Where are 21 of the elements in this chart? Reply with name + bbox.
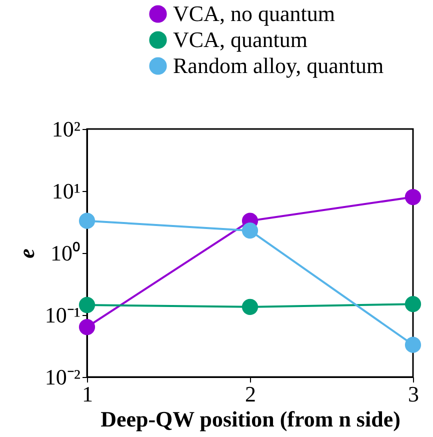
point xyxy=(404,296,422,312)
point xyxy=(78,212,96,229)
point xyxy=(404,336,422,353)
point xyxy=(404,188,422,206)
point xyxy=(242,298,258,315)
y-tick-label: 10⁰ xyxy=(50,240,80,266)
x-axis-title: Deep-QW position (from n side) xyxy=(100,406,400,432)
point xyxy=(242,222,258,239)
y-tick-label: 10⁻¹ xyxy=(44,302,80,328)
point xyxy=(78,318,96,336)
x-tick-label: 2 xyxy=(245,382,256,406)
y-tick-label: 10² xyxy=(52,116,81,142)
y-tick-label: 10¹ xyxy=(52,178,80,204)
y-axis-title: e xyxy=(14,248,39,258)
legend-label: VCA, no quantum xyxy=(173,1,335,26)
legend-label: VCA, quantum xyxy=(173,27,308,52)
x-tick-label: 3 xyxy=(408,382,419,406)
point xyxy=(78,296,96,314)
legend-label: Random alloy, quantum xyxy=(173,53,384,78)
x-tick-label: 1 xyxy=(82,382,93,406)
y-tick-label: 10⁻² xyxy=(44,364,81,390)
